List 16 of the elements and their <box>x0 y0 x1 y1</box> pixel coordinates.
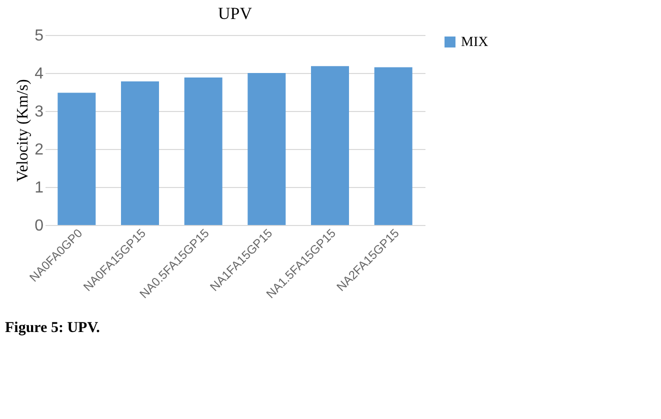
y-tick-label: 0 <box>34 218 44 234</box>
bar <box>248 73 286 225</box>
legend-label: MIX <box>461 35 488 50</box>
y-tick-label: 2 <box>34 142 44 158</box>
bar <box>184 78 222 225</box>
y-tick-label: 1 <box>34 180 44 196</box>
y-axis-title: Velocity (Km/s) <box>14 79 32 182</box>
y-tick-label: 5 <box>34 28 44 44</box>
bar <box>311 66 349 225</box>
chart-title: UPV <box>218 4 253 23</box>
bar <box>374 67 412 225</box>
bar <box>121 81 159 225</box>
caption: Figure 5: UPV. <box>5 320 100 336</box>
bar <box>58 92 96 225</box>
y-tick-label: 4 <box>34 66 44 82</box>
y-tick-label: 3 <box>34 104 44 120</box>
